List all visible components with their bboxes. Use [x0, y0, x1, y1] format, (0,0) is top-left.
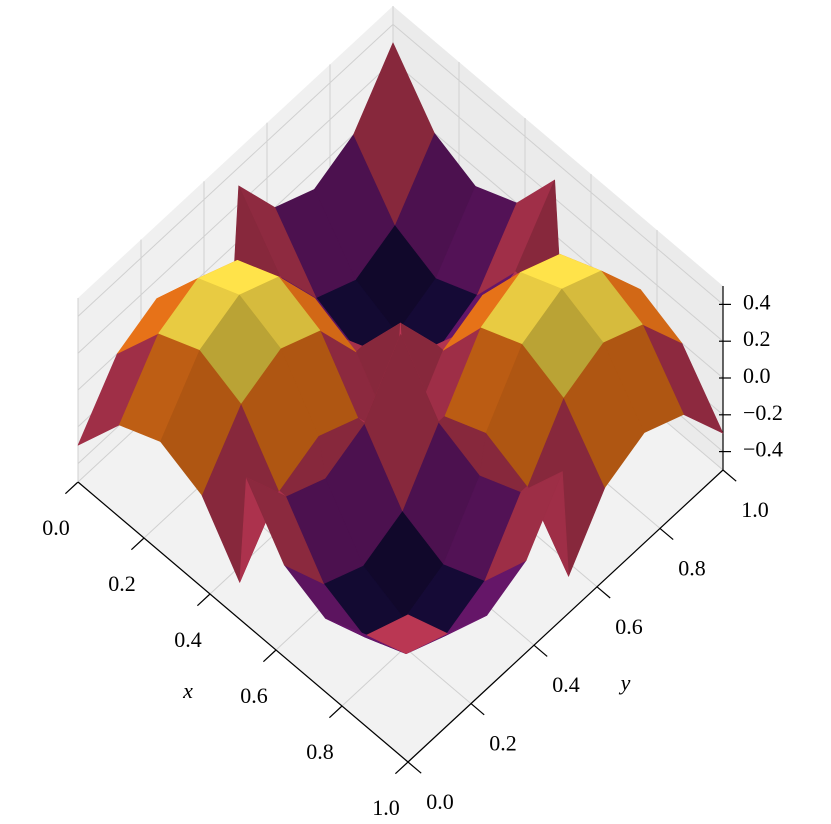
z-tick-label: −0.2: [743, 400, 783, 425]
x-tick: [328, 705, 343, 719]
z-tick-label: 0.4: [743, 289, 771, 314]
surface-facet: [522, 288, 604, 398]
x-tick: [394, 761, 409, 775]
x-axis-label: x: [182, 678, 193, 703]
surface-facet: [199, 294, 281, 404]
surface-facet: [366, 614, 448, 655]
x-tick-label: 0.4: [174, 627, 202, 652]
x-tick: [262, 649, 277, 663]
y-tick-label: 0.0: [426, 789, 454, 814]
y-tick: [722, 469, 737, 482]
y-tick: [659, 527, 674, 541]
y-tick-label: 0.4: [552, 672, 580, 697]
x-tick: [130, 537, 145, 551]
y-tick: [596, 586, 611, 599]
y-tick: [470, 703, 485, 716]
y-tick-label: 1.0: [741, 497, 769, 522]
x-axis: [77, 481, 409, 763]
surface-facet: [246, 477, 324, 585]
x-tick-label: 0.2: [108, 571, 136, 596]
x-tick-label: 0.0: [42, 515, 70, 540]
z-tick-label: −0.4: [743, 437, 783, 462]
grid-line: [392, 24, 724, 305]
x-tick: [196, 593, 211, 607]
y-tick: [533, 644, 548, 657]
grid-line: [77, 60, 394, 354]
x-tick-label: 1.0: [372, 795, 400, 820]
y-tick-label: 0.6: [615, 614, 643, 639]
y-tick: [407, 761, 422, 774]
x-tick-label: 0.6: [240, 683, 268, 708]
y-axis-label: y: [619, 670, 631, 695]
x-tick-label: 0.8: [306, 739, 334, 764]
z-tick-label: 0.2: [743, 326, 771, 351]
y-tick-label: 0.8: [678, 555, 706, 580]
surface-facet: [484, 471, 563, 582]
grid-line: [392, 60, 724, 342]
z-tick-label: 0.0: [743, 363, 771, 388]
x-tick: [64, 481, 79, 495]
grid-line: [77, 24, 394, 317]
y-tick-label: 0.2: [489, 731, 517, 756]
surface-facet: [353, 42, 435, 225]
y-axis: [407, 469, 724, 763]
